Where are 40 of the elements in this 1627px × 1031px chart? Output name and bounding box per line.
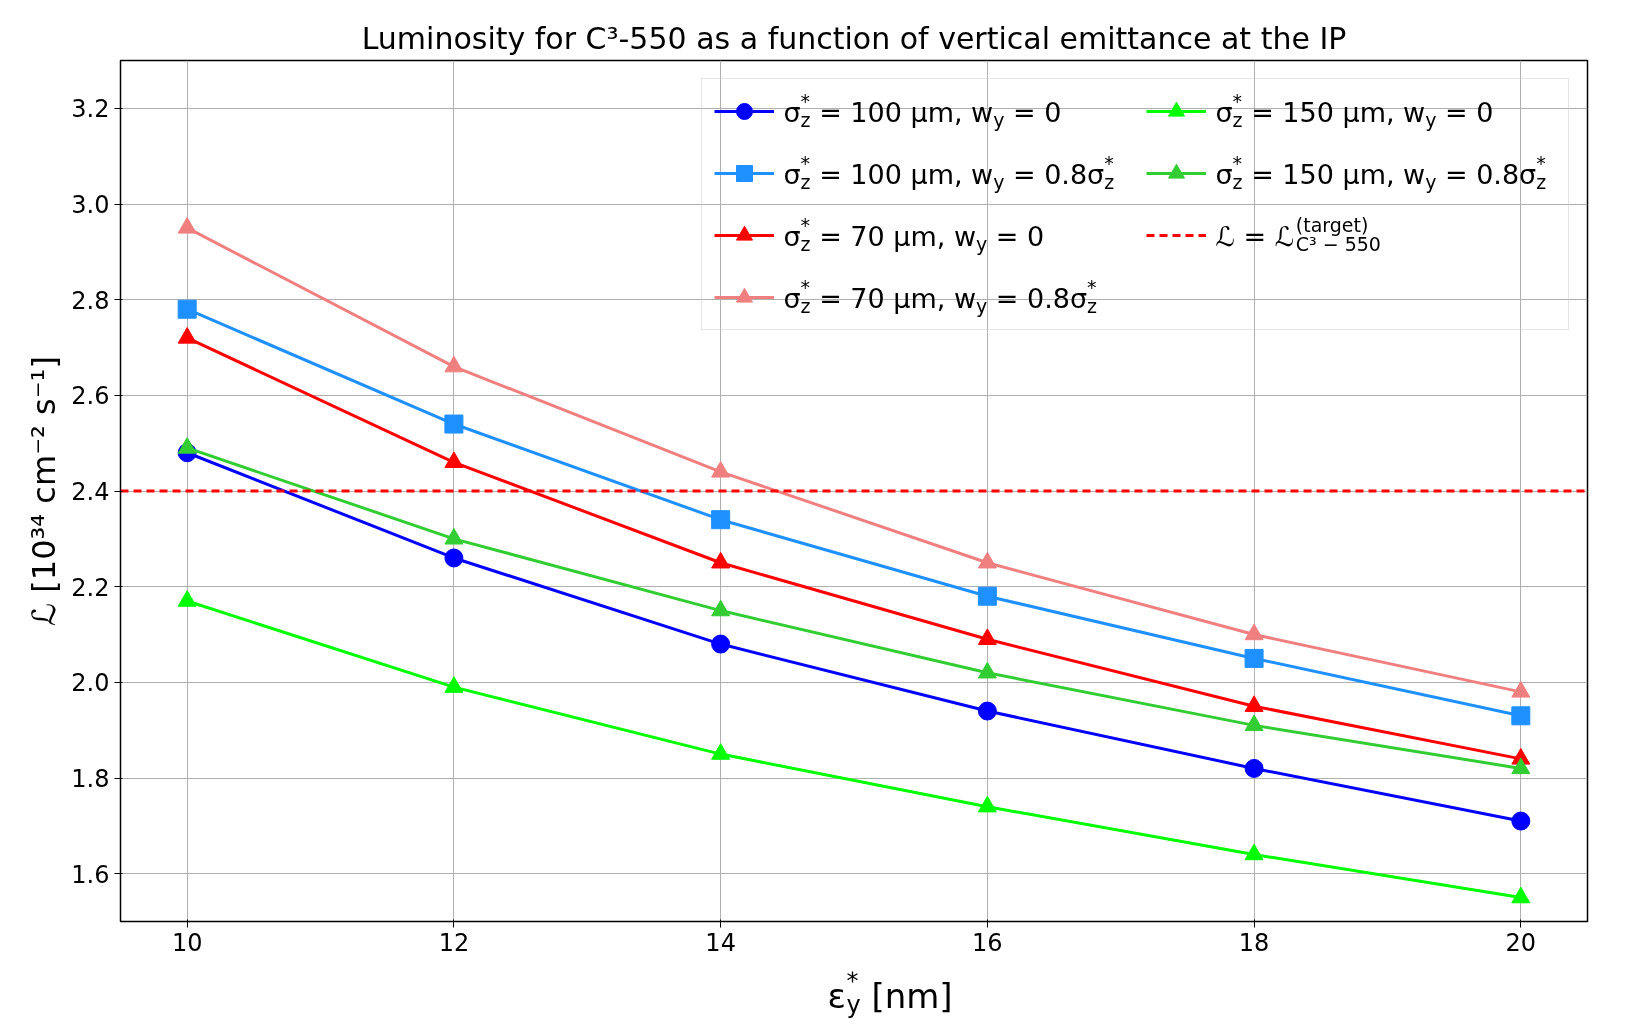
- point: [1244, 623, 1264, 641]
- point: [711, 460, 731, 478]
- y-tick-label: 2.0: [71, 669, 110, 698]
- point: [177, 590, 197, 607]
- y-tick-label: 2.4: [71, 478, 110, 506]
- y-tick-label: 2.8: [71, 286, 110, 315]
- point: [977, 661, 997, 679]
- point: [177, 437, 197, 454]
- point: [1244, 714, 1264, 732]
- y-tick-label: 3.2: [71, 95, 110, 124]
- point: [444, 451, 464, 468]
- point: [977, 551, 997, 569]
- chart-title: Luminosity for C³-550 as a function of vertical emittance at the IP: [361, 20, 1347, 56]
- x-tick-label: 18: [1238, 928, 1270, 957]
- point: [1244, 695, 1264, 712]
- point: [711, 551, 731, 569]
- point: [444, 527, 464, 545]
- point: [1244, 843, 1264, 861]
- point: [177, 217, 197, 234]
- x-tick-label: 10: [171, 928, 203, 957]
- point: [1511, 757, 1531, 775]
- point: [1511, 886, 1531, 904]
- y-tick-label: 2.6: [71, 382, 110, 411]
- point: [711, 743, 731, 760]
- point: [177, 327, 197, 344]
- point: [711, 599, 731, 617]
- point: [977, 628, 997, 645]
- x-tick-label: 14: [705, 928, 736, 957]
- point: [977, 795, 997, 813]
- y-tick-label: 3.0: [71, 191, 110, 219]
- y-axis-title: ℒ [10³⁴ cm⁻² s⁻¹]: [25, 356, 64, 626]
- y-tick-label: 1.8: [71, 765, 110, 793]
- x-tick-label: 12: [438, 928, 470, 957]
- point: [444, 355, 464, 373]
- x-tick-label: 16: [972, 928, 1003, 957]
- y-tick-label: 1.6: [71, 860, 110, 889]
- y-tick-label: 2.2: [71, 573, 110, 602]
- x-tick-label: 20: [1505, 928, 1537, 957]
- point: [1511, 681, 1531, 698]
- point: [444, 676, 464, 693]
